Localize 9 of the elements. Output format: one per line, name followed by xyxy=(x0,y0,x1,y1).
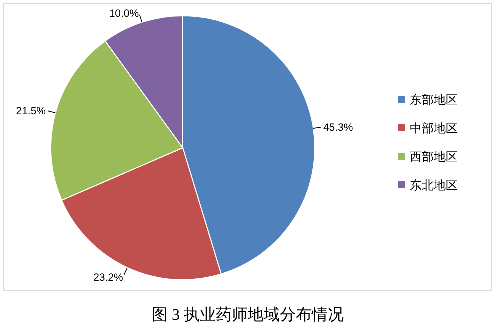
data-label: 21.5% xyxy=(16,106,46,118)
data-label: 45.3% xyxy=(323,122,354,134)
legend-label: 西部地区 xyxy=(410,150,458,164)
data-label: 23.2% xyxy=(94,272,124,284)
legend-label: 东部地区 xyxy=(410,93,458,107)
caption: 图 3 执业药师地域分布情况 xyxy=(152,306,344,324)
data-label: 10.0% xyxy=(109,8,140,20)
legend-label: 东北地区 xyxy=(410,178,458,192)
legend-label: 中部地区 xyxy=(410,122,458,136)
